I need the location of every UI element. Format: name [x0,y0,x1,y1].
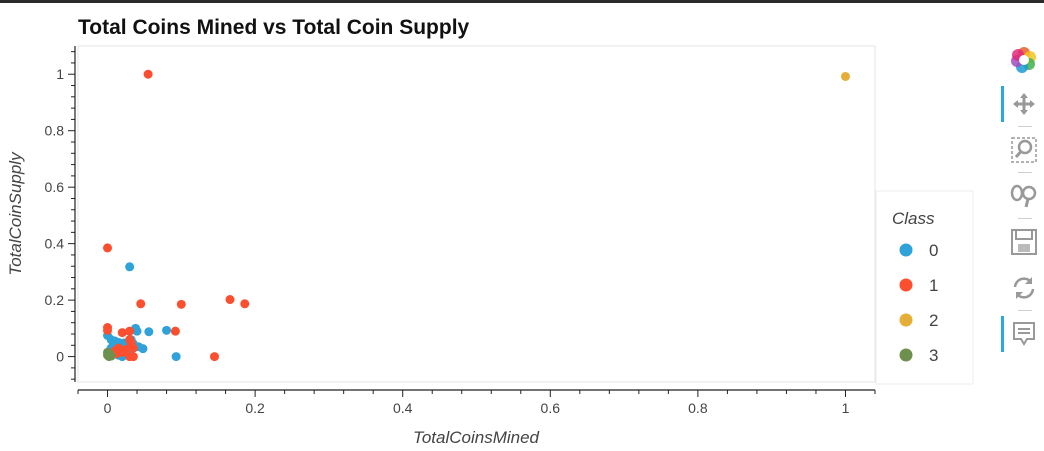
x-tick-label: 0 [104,400,112,416]
legend-swatch-0 [899,243,913,257]
data-point-class-1 [170,326,180,336]
data-point-class-2 [840,71,850,81]
box-zoom-tool-icon[interactable] [1004,132,1044,168]
hover-tool-icon[interactable] [1001,316,1044,352]
data-point-class-1 [143,69,153,79]
legend-swatch-3 [899,348,913,362]
y-tick-label: 0.2 [45,292,65,308]
data-point-class-1 [210,352,220,362]
x-axis: 0 0.2 0.4 0.6 0.8 1 [77,389,876,416]
data-point-class-1 [225,295,235,305]
data-point-class-0 [162,325,172,335]
data-point-class-1 [121,345,131,355]
data-point-class-3 [106,351,116,361]
save-tool-icon[interactable] [1004,224,1044,260]
bokeh-logo-icon[interactable] [1004,42,1044,78]
data-point-class-0 [138,344,148,354]
legend-label-3: 3 [929,346,938,365]
data-point-class-1 [136,299,146,309]
legend-label-0: 0 [929,241,938,260]
data-point-class-1 [128,352,138,362]
data-point-class-1 [117,328,127,338]
x-tick-label: 1 [842,400,850,416]
data-point-class-1 [103,325,113,335]
y-tick-label: 0.4 [45,236,65,252]
scatter-chart: Total Coins Mined vs Total Coin Supply 0… [6,16,974,447]
data-point-class-1 [240,299,250,309]
legend: Class 0 1 2 3 [875,190,974,385]
data-point-class-1 [103,243,113,253]
reset-tool-icon[interactable] [1004,270,1044,306]
x-tick-label: 0.2 [245,400,265,416]
data-point-class-0 [144,327,154,337]
y-axis-label: TotalCoinSupply [6,151,25,276]
x-tick-label: 0.6 [541,400,561,416]
y-tick-label: 0.6 [45,179,65,195]
legend-box [875,190,974,385]
x-tick-label: 0.4 [393,400,413,416]
toolbar-separator [1018,310,1032,311]
legend-title: Class [892,209,935,228]
top-border [0,0,1044,3]
y-tick-label: 0 [56,349,64,365]
data-point-class-0 [132,326,142,336]
toolbar-separator [1018,126,1032,127]
chart-title: Total Coins Mined vs Total Coin Supply [78,16,470,39]
chart-toolbar [1000,40,1044,370]
x-axis-label: TotalCoinsMined [413,428,540,447]
y-axis: 0 0.2 0.4 0.6 0.8 1 [45,46,76,382]
data-point-class-1 [125,326,135,336]
toolbar-separator [1018,172,1032,173]
plot-area [77,45,876,383]
x-tick-label: 0.8 [688,400,708,416]
data-point-class-0 [125,262,135,272]
legend-label-2: 2 [929,311,938,330]
scatter-points [103,69,850,362]
wheel-zoom-tool-icon[interactable] [1004,178,1044,214]
y-tick-label: 0.8 [45,123,65,139]
pan-tool-icon[interactable] [1001,86,1044,122]
data-point-class-1 [128,343,138,353]
toolbar-separator [1018,218,1032,219]
legend-swatch-1 [899,278,913,292]
data-point-class-0 [171,352,181,362]
legend-label-1: 1 [929,276,938,295]
data-point-class-1 [176,299,186,309]
legend-swatch-2 [899,313,913,327]
y-tick-label: 1 [56,66,64,82]
